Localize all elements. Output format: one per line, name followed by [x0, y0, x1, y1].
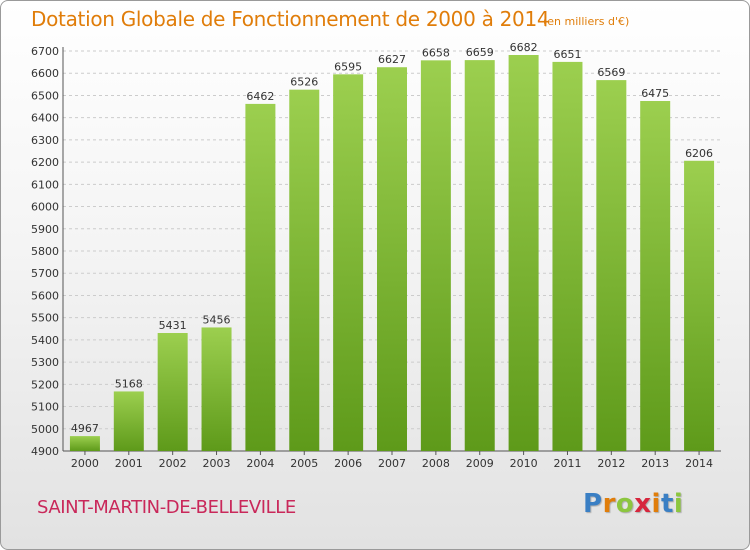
bar-value-label: 5168 [115, 377, 143, 390]
x-tick-label: 2000 [71, 457, 99, 470]
bar [596, 80, 627, 451]
bar-value-label: 6627 [378, 53, 406, 66]
logo-letter: x [634, 489, 652, 519]
bar [684, 160, 715, 451]
x-tick-label: 2013 [641, 457, 669, 470]
bar [69, 436, 100, 451]
y-tick-label: 5900 [31, 223, 59, 236]
commune-name: SAINT-MARTIN-DE-BELLEVILLE [37, 497, 296, 518]
x-tick-label: 2009 [466, 457, 494, 470]
logo-letter: i [673, 489, 684, 519]
bar-value-label: 6462 [246, 90, 274, 103]
bar [113, 391, 144, 451]
y-tick-label: 6000 [31, 201, 59, 214]
bar-value-label: 5456 [203, 313, 231, 326]
bar-value-label: 5431 [159, 319, 187, 332]
bar [201, 327, 232, 451]
y-tick-label: 5200 [31, 378, 59, 391]
x-tick-label: 2011 [553, 457, 581, 470]
bar-value-label: 4967 [71, 422, 99, 435]
y-tick-label: 5500 [31, 312, 59, 325]
chart-title: Dotation Globale de Fonctionnement de 20… [31, 7, 550, 31]
y-tick-label: 6400 [31, 112, 59, 125]
x-tick-label: 2007 [378, 457, 406, 470]
bar-value-label: 6569 [597, 66, 625, 79]
bar [640, 101, 671, 451]
x-tick-label: 2005 [290, 457, 318, 470]
y-tick-label: 6300 [31, 134, 59, 147]
x-tick-label: 2014 [685, 457, 713, 470]
x-tick-label: 2002 [159, 457, 187, 470]
x-tick-label: 2010 [510, 457, 538, 470]
bar [289, 89, 320, 452]
x-tick-label: 2006 [334, 457, 362, 470]
bar-value-label: 6659 [466, 46, 494, 59]
x-tick-label: 2004 [246, 457, 274, 470]
y-tick-label: 4900 [31, 445, 59, 458]
bar [420, 60, 451, 451]
bar [333, 74, 364, 451]
bar-value-label: 6595 [334, 60, 362, 73]
logo-letter: i [651, 489, 661, 519]
bar-value-label: 6682 [510, 41, 538, 54]
bar-value-label: 6658 [422, 46, 450, 59]
y-tick-label: 5800 [31, 245, 59, 258]
bar-value-label: 6526 [290, 76, 318, 89]
bar [552, 61, 583, 452]
logo-letter: P [583, 489, 603, 519]
x-tick-label: 2012 [597, 457, 625, 470]
bar-value-label: 6475 [641, 87, 669, 100]
y-tick-label: 5300 [31, 356, 59, 369]
y-tick-label: 6100 [31, 178, 59, 191]
y-tick-label: 6500 [31, 89, 59, 102]
logo-letter: o [615, 489, 635, 519]
y-tick-label: 6200 [31, 156, 59, 169]
y-tick-label: 5400 [31, 334, 59, 347]
bar [377, 67, 407, 451]
bar [508, 55, 539, 451]
y-tick-label: 5700 [31, 267, 59, 280]
x-tick-label: 2001 [115, 457, 143, 470]
bar [157, 333, 188, 451]
bar-value-label: 6206 [685, 147, 713, 160]
y-tick-label: 6700 [31, 45, 59, 58]
logo-letter: t [660, 489, 674, 519]
chart-subtitle: (en milliers d'€) [543, 15, 630, 28]
bar-value-label: 6651 [553, 48, 581, 61]
proxiti-logo[interactable]: Proxiti [583, 489, 683, 519]
y-tick-label: 5100 [31, 401, 59, 414]
x-tick-label: 2008 [422, 457, 450, 470]
y-tick-label: 5000 [31, 423, 59, 436]
y-tick-label: 6600 [31, 67, 59, 80]
logo-letter: r [602, 489, 616, 519]
bar [245, 103, 276, 451]
x-tick-label: 2003 [203, 457, 231, 470]
y-tick-label: 5600 [31, 289, 59, 302]
bar [464, 60, 495, 451]
